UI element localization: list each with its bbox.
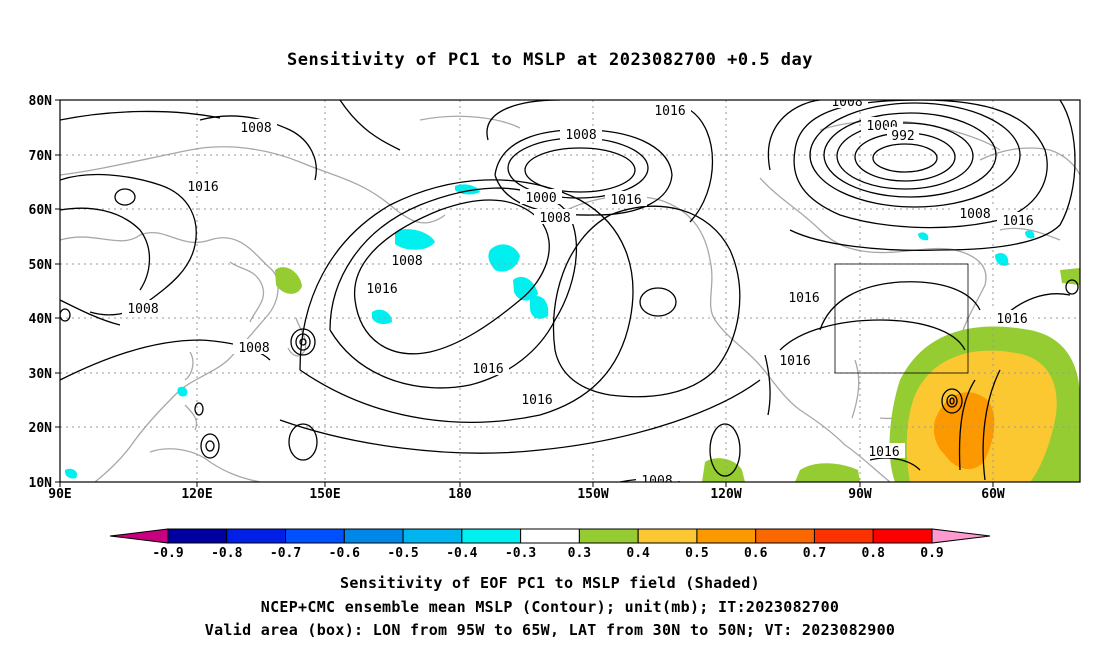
colorbar-label: -0.9 bbox=[152, 546, 183, 561]
lon-label: 90E bbox=[48, 487, 71, 502]
colorbar-swatch bbox=[461, 528, 522, 544]
caption-shading: Sensitivity of EOF PC1 to MSLP field (Sh… bbox=[340, 574, 760, 592]
colorbar-label: -0.7 bbox=[270, 546, 301, 561]
contour-label: 1016 bbox=[521, 393, 552, 408]
contour-label: 1016 bbox=[366, 282, 397, 297]
contour-label: 1008 bbox=[641, 474, 672, 489]
lat-label: 10N bbox=[29, 476, 53, 491]
colorbar-swatch bbox=[872, 528, 933, 544]
sensitivity-shading bbox=[64, 184, 1080, 482]
colorbar-low-triangle bbox=[109, 528, 169, 544]
contour-label: 1016 bbox=[868, 445, 899, 460]
colorbar-label: 0.8 bbox=[861, 546, 885, 561]
colorbar-swatch bbox=[285, 528, 345, 544]
colorbar-label: 0.9 bbox=[920, 546, 943, 561]
longitude-labels: 90E 120E 150E 180 150W 120W 90W 60W bbox=[48, 487, 1005, 502]
colorbar-label: 0.4 bbox=[626, 546, 650, 561]
colorbar-swatch bbox=[167, 528, 228, 544]
colorbar-label: -0.8 bbox=[211, 546, 242, 561]
lon-label: 90W bbox=[848, 487, 872, 502]
contour-label: 1016 bbox=[187, 180, 218, 195]
lat-label: 30N bbox=[29, 367, 53, 382]
contour-label: 1008 bbox=[565, 128, 596, 143]
contour-label: 992 bbox=[891, 129, 914, 144]
contour-label: 1016 bbox=[1002, 214, 1033, 229]
lon-label: 150W bbox=[577, 487, 608, 502]
contour-label: 1016 bbox=[610, 193, 641, 208]
colorbar-label: 0.3 bbox=[568, 546, 591, 561]
contour-label: 1008 bbox=[831, 95, 862, 110]
colorbar: -0.9 -0.8 -0.7 -0.6 -0.5 -0.4 -0.3 0.3 0.4 0.5 0.6… bbox=[109, 528, 991, 561]
contour-label: 1000 bbox=[525, 191, 556, 206]
colorbar-swatch bbox=[696, 528, 757, 544]
contour-label: 1008 bbox=[391, 254, 422, 269]
colorbar-label: -0.4 bbox=[446, 546, 477, 561]
contour-label: 1016 bbox=[996, 312, 1027, 327]
contour-label-layer: 1016 1008 1008 1016 1008 1016 1008 1008 … bbox=[122, 95, 1039, 489]
contour-label: 1016 bbox=[472, 362, 503, 377]
colorbar-swatch bbox=[226, 528, 287, 544]
colorbar-label: 0.5 bbox=[685, 546, 708, 561]
lat-label: 60N bbox=[29, 203, 53, 218]
lon-label: 150E bbox=[309, 487, 340, 502]
lat-label: 50N bbox=[29, 258, 53, 273]
contour-label: 1008 bbox=[240, 121, 271, 136]
lat-label: 20N bbox=[29, 421, 53, 436]
contour-label: 1008 bbox=[539, 211, 570, 226]
valid-area-box bbox=[834, 263, 969, 374]
map-title: Sensitivity of PC1 to MSLP at 2023082700… bbox=[286, 50, 813, 70]
colorbar-swatch bbox=[637, 528, 698, 544]
contour-label: 1008 bbox=[127, 302, 158, 317]
contour-label: 1016 bbox=[788, 291, 819, 306]
lon-label: 120W bbox=[710, 487, 741, 502]
colorbar-swatch bbox=[402, 528, 463, 544]
colorbar-swatch bbox=[578, 528, 639, 544]
contour-label: 1016 bbox=[654, 104, 685, 119]
latitude-labels: 80N 70N 60N 50N 40N 30N 20N 10N bbox=[29, 94, 53, 491]
lat-label: 80N bbox=[29, 94, 53, 109]
lon-label: 60W bbox=[981, 487, 1005, 502]
colorbar-swatch bbox=[520, 528, 580, 544]
caption-contour: NCEP+CMC ensemble mean MSLP (Contour); u… bbox=[260, 598, 840, 616]
lat-label: 70N bbox=[29, 149, 53, 164]
colorbar-label: -0.3 bbox=[505, 546, 536, 561]
colorbar-swatch bbox=[755, 528, 815, 544]
lat-label: 40N bbox=[29, 312, 53, 327]
caption-valid-area: Valid area (box): LON from 95W to 65W, L… bbox=[204, 621, 896, 639]
contour-label: 1016 bbox=[779, 354, 810, 369]
contour-label: 1008 bbox=[959, 207, 990, 222]
colorbar-label: -0.5 bbox=[387, 546, 418, 561]
contour-label: 1008 bbox=[238, 341, 269, 356]
lon-label: 120E bbox=[181, 487, 212, 502]
grid-lines bbox=[60, 100, 1080, 482]
colorbar-label: 0.7 bbox=[803, 546, 826, 561]
colorbar-label: -0.6 bbox=[329, 546, 360, 561]
colorbar-label: 0.6 bbox=[744, 546, 768, 561]
colorbar-swatch bbox=[813, 528, 874, 544]
colorbar-high-triangle bbox=[931, 528, 991, 544]
colorbar-swatch bbox=[343, 528, 404, 544]
lon-label: 180 bbox=[448, 487, 472, 502]
map-frame bbox=[59, 99, 1081, 483]
